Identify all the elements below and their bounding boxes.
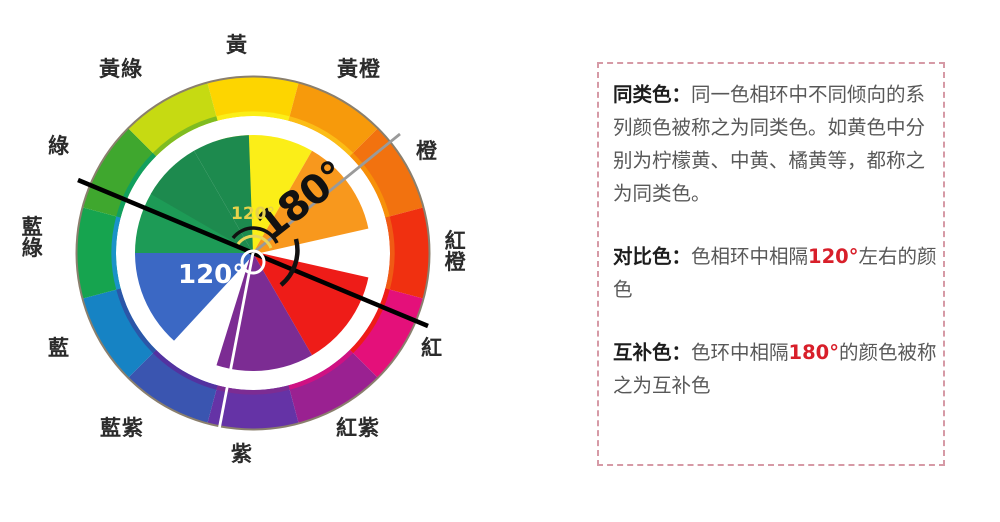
inner-star-wedges bbox=[135, 135, 374, 372]
wheel-label-red-purple: 紅紫 bbox=[336, 415, 380, 440]
wheel-label-green: 綠 bbox=[48, 133, 70, 158]
colon-contrast: ： bbox=[671, 245, 692, 268]
angle-arc-180 bbox=[279, 238, 300, 287]
color-wheel-panel: 180° 120° 120° 黃 黃橙 橙 紅橙 紅 紅紫 紫 藍紫 藍 藍綠 … bbox=[21, 32, 467, 466]
angle-120-yellow-label: 120° bbox=[231, 204, 275, 224]
notch-lowerleft bbox=[172, 259, 250, 369]
wheel-label-blue: 藍 bbox=[48, 335, 70, 360]
wheel-label-blue-purple: 藍紫 bbox=[100, 415, 144, 440]
definition-paragraph-analogous: 同类色：同一色相环中不同倾向的系列颜色被称之为同类色。如黄色中分别为柠檬黄、中黄… bbox=[613, 78, 937, 210]
wheel-label-blue-green: 藍綠 bbox=[21, 214, 44, 261]
definition-text-contrast-a: 色相环中相隔 bbox=[691, 245, 809, 268]
definition-text-contrast-b: 左右的颜色 bbox=[613, 245, 937, 301]
color-wheel-graphic bbox=[75, 75, 431, 436]
wheel-label-orange: 橙 bbox=[416, 138, 438, 163]
definition-text-complementary-a: 色环中相隔 bbox=[691, 341, 789, 364]
angle-arc-120-yellow bbox=[236, 234, 273, 249]
term-complementary: 互补色 bbox=[613, 341, 672, 364]
inner-wedge-blue bbox=[135, 253, 253, 356]
definition-angle-120: 120° bbox=[808, 245, 859, 268]
wheel-label-red: 紅 bbox=[421, 335, 443, 360]
inner-wedge-green-dark-2 bbox=[194, 135, 253, 253]
wheel-label-yellow: 黃 bbox=[226, 32, 248, 57]
term-contrast: 对比色 bbox=[613, 245, 672, 268]
definitions-note-box: 同类色：同一色相环中不同倾向的系列颜色被称之为同类色。如黄色中分别为柠檬黄、中黄… bbox=[597, 62, 945, 466]
angle-arc-120-white bbox=[240, 249, 266, 275]
definition-paragraph-contrast: 对比色：色相环中相隔120°左右的颜色 bbox=[613, 240, 937, 306]
wheel-label-yellow-green: 黃綠 bbox=[99, 56, 143, 81]
angle-120-white-label: 120° bbox=[178, 260, 246, 290]
triad-line-white bbox=[216, 252, 255, 436]
triad-line-gray bbox=[252, 132, 401, 255]
wheel-label-red-orange: 紅橙 bbox=[444, 228, 467, 275]
inner-wedge-red bbox=[253, 253, 371, 356]
definition-paragraph-complementary: 互补色：色环中相隔180°的颜色被称之为互补色 bbox=[613, 336, 937, 402]
definition-angle-180: 180° bbox=[788, 341, 840, 364]
term-analogous: 同类色 bbox=[613, 83, 672, 106]
wheel-outline bbox=[75, 75, 431, 431]
definition-text-analogous: 同一色相环中不同倾向的系列颜色被称之为同类色。如黄色中分别为柠檬黄、中黄、橘黄等… bbox=[613, 83, 926, 205]
colon-complementary: ： bbox=[671, 341, 692, 364]
wheel-label-purple: 紫 bbox=[231, 441, 253, 466]
notch-lowerright bbox=[260, 227, 374, 279]
colon-analogous: ： bbox=[671, 83, 692, 106]
angle-arc-120-dark bbox=[231, 226, 279, 244]
definition-text-complementary-b: 的颜色被称之为互补色 bbox=[613, 341, 937, 397]
wheel-label-yellow-orange: 黃橙 bbox=[337, 56, 381, 81]
inner-wedge-green-dark bbox=[150, 150, 253, 253]
definitions-note-content: 同类色：同一色相环中不同倾向的系列颜色被称之为同类色。如黄色中分别为柠檬黄、中黄… bbox=[599, 64, 943, 402]
